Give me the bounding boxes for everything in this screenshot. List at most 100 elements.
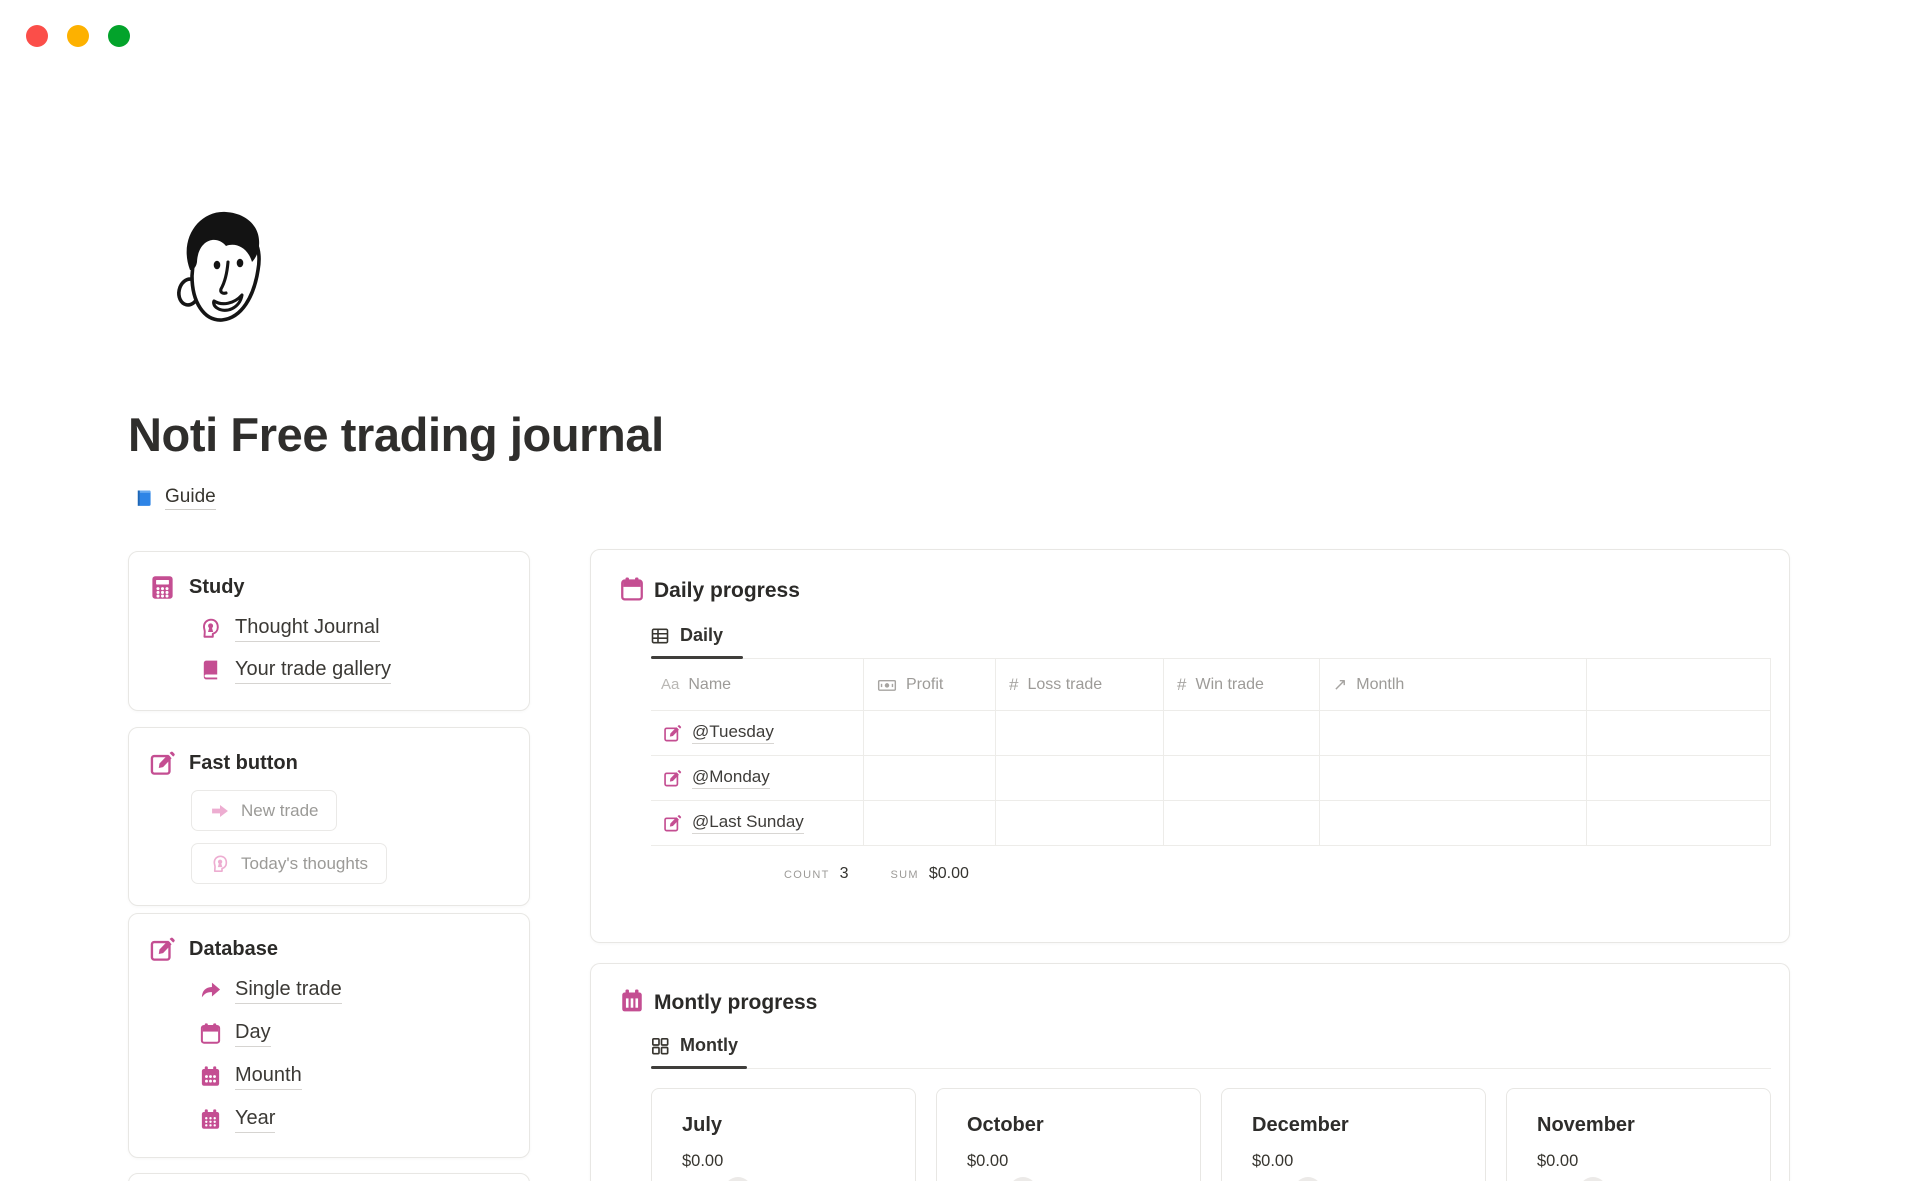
month-card-title: December [1252, 1114, 1349, 1136]
head-keyhole-icon [210, 854, 230, 874]
row-page-link[interactable]: @Last Sunday [692, 812, 804, 834]
link-label: Year [235, 1106, 276, 1133]
empty-cell[interactable] [996, 711, 1164, 755]
link-your-trade-gallery[interactable]: Your trade gallery [199, 657, 392, 684]
column-header-name[interactable]: Aa Name [651, 659, 864, 710]
active-tab-indicator [651, 1066, 747, 1069]
empty-cell[interactable] [1164, 711, 1320, 755]
calendar-grid-icon [199, 1108, 222, 1131]
column-header-win-trade[interactable]: # Win trade [1164, 659, 1320, 710]
column-label: Win trade [1195, 675, 1264, 693]
month-card-value: $0.00 [967, 1152, 1009, 1170]
close-window-button[interactable] [26, 25, 48, 47]
new-trade-button-label: New trade [241, 800, 319, 820]
compose-icon [663, 724, 682, 743]
monthly-progress-card: Montly progress Montly July $0.00 ... ⌃ … [590, 963, 1790, 1200]
empty-cell[interactable] [1320, 756, 1587, 800]
month-card-value: $0.00 [1252, 1152, 1294, 1170]
column-label: Loss trade [1027, 675, 1103, 693]
empty-cell[interactable] [1164, 801, 1320, 845]
link-label: Single trade [235, 977, 342, 1004]
sum-aggregate[interactable]: SUM $0.00 [891, 865, 969, 883]
hash-icon: # [1009, 674, 1019, 694]
daily-table: Aa Name Profit # Loss trade # Win trade … [651, 659, 1771, 883]
compose-icon [149, 750, 176, 777]
link-day[interactable]: Day [199, 1020, 271, 1047]
row-name-cell[interactable]: @Monday [651, 756, 864, 800]
link-thought-journal[interactable]: Thought Journal [199, 615, 380, 642]
link-mounth[interactable]: Mounth [199, 1063, 302, 1090]
empty-cell[interactable] [864, 711, 996, 755]
month-card-title: November [1537, 1114, 1635, 1136]
calendar-icon [619, 576, 645, 602]
empty-cell[interactable] [1587, 801, 1771, 845]
row-page-link[interactable]: @Tuesday [692, 722, 774, 744]
daily-progress-title: Daily progress [654, 579, 800, 602]
empty-cell[interactable] [996, 756, 1164, 800]
fast-button-card: Fast button New trade Today's thoughts [128, 727, 530, 906]
count-value: 3 [839, 865, 849, 882]
table-row: @Last Sunday [651, 801, 1771, 846]
minimize-window-button[interactable] [67, 25, 89, 47]
empty-cell[interactable] [1320, 711, 1587, 755]
zoom-window-button[interactable] [108, 25, 130, 47]
text-aa-icon: Aa [661, 676, 680, 693]
sum-value: $0.00 [928, 865, 969, 882]
arrow-right-icon [210, 801, 230, 821]
month-card-title: October [967, 1114, 1044, 1136]
calculator-icon [149, 574, 176, 601]
link-label: Mounth [235, 1063, 302, 1090]
tab-montly[interactable]: Montly [650, 1035, 738, 1056]
row-page-link[interactable]: @Monday [692, 767, 770, 789]
calendar-stripes-icon [619, 988, 645, 1014]
todays-thoughts-button[interactable]: Today's thoughts [191, 843, 388, 884]
tab-daily-label: Daily [680, 625, 724, 645]
tab-montly-label: Montly [680, 1035, 738, 1055]
empty-cell[interactable] [996, 801, 1164, 845]
window-bottom-edge [0, 1181, 1920, 1200]
compose-icon [663, 769, 682, 788]
head-keyhole-icon [199, 617, 222, 640]
empty-cell[interactable] [1320, 801, 1587, 845]
guide-link[interactable]: Guide [134, 486, 216, 510]
month-card-value: $0.00 [682, 1152, 724, 1170]
table-header-row: Aa Name Profit # Loss trade # Win trade … [651, 659, 1771, 711]
link-year[interactable]: Year [199, 1106, 276, 1133]
row-name-cell[interactable]: @Last Sunday [651, 801, 864, 845]
link-single-trade[interactable]: Single trade [199, 977, 342, 1004]
empty-cell[interactable] [864, 801, 996, 845]
active-tab-indicator [651, 656, 743, 659]
column-header-montlh[interactable]: ↗ Montlh [1320, 659, 1587, 710]
book-icon [199, 659, 222, 682]
tab-daily[interactable]: Daily [650, 625, 723, 646]
column-header-loss-trade[interactable]: # Loss trade [996, 659, 1164, 710]
study-card: Study Thought Journal Your trade gallery [128, 551, 530, 711]
gallery-view-icon [650, 1036, 670, 1056]
fast-button-card-title: Fast button [189, 752, 298, 774]
empty-cell[interactable] [1587, 711, 1771, 755]
link-label: Your trade gallery [235, 657, 392, 684]
column-label: Montlh [1356, 675, 1405, 693]
database-card: Database Single trade Day Mounth Year [128, 913, 530, 1158]
page-title[interactable]: Noti Free trading journal [128, 408, 664, 461]
new-trade-button[interactable]: New trade [191, 790, 338, 831]
table-view-icon [650, 626, 670, 646]
row-name-cell[interactable]: @Tuesday [651, 711, 864, 755]
column-header-profit[interactable]: Profit [864, 659, 996, 710]
brush-square-icon [149, 936, 176, 963]
table-aggregates: COUNT 3 SUM $0.00 [784, 865, 1771, 883]
man-face-avatar-icon[interactable] [170, 202, 270, 330]
compose-icon [663, 814, 682, 833]
month-card-value: $0.00 [1537, 1152, 1579, 1170]
study-card-title: Study [189, 576, 245, 598]
count-label: COUNT [784, 869, 830, 881]
database-card-title: Database [189, 938, 278, 960]
empty-cell[interactable] [1587, 756, 1771, 800]
count-aggregate[interactable]: COUNT 3 [784, 865, 849, 883]
sum-label: SUM [890, 869, 919, 881]
column-header-empty[interactable] [1587, 659, 1771, 710]
divider [651, 658, 1771, 659]
empty-cell[interactable] [864, 756, 996, 800]
empty-cell[interactable] [1164, 756, 1320, 800]
